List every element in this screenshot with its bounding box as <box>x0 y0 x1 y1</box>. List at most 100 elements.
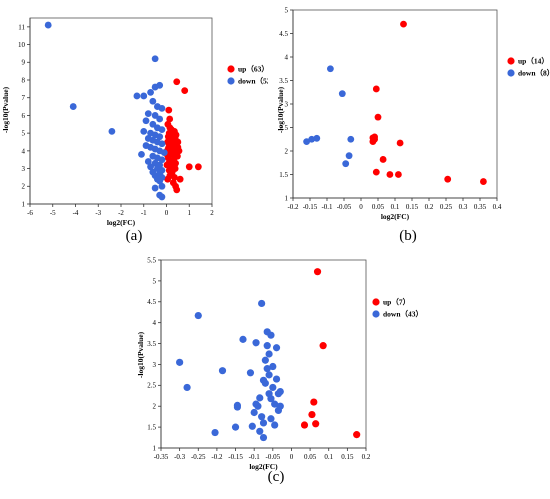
x-tick-label: 0.3 <box>459 203 468 211</box>
y-tick-label: 7 <box>22 94 26 102</box>
data-point <box>386 171 394 178</box>
data-point <box>395 171 402 178</box>
panel-b: -0.2 -0.15 -0.1 -0.05 0 0.05 0.1 0.15 0.2 0.25 0.3… <box>268 0 550 248</box>
data-point <box>308 410 316 419</box>
data-point <box>372 85 380 93</box>
y-tick-label: 4 <box>22 147 26 155</box>
data-point <box>233 403 242 411</box>
data-point <box>158 140 166 148</box>
data-point <box>168 170 175 178</box>
data-point <box>172 159 180 167</box>
x-tick-label: -0.2 <box>211 453 223 461</box>
data-point <box>369 134 377 142</box>
y-axis-title: -log10(Pvalue) <box>276 86 285 133</box>
y-tick-label: 10 <box>18 41 26 49</box>
data-point <box>444 175 452 183</box>
data-point <box>163 161 171 169</box>
data-point <box>313 134 321 142</box>
x-tick-label: 0.35 <box>474 203 487 211</box>
legend-marker <box>372 310 380 318</box>
data-point <box>313 268 322 276</box>
panel-label: (b) <box>399 228 417 244</box>
data-point <box>158 156 166 164</box>
data-point <box>254 402 262 410</box>
x-tick-label: -0.25 <box>191 453 206 461</box>
legend-marker <box>507 57 515 65</box>
data-point <box>144 158 152 165</box>
data-point <box>345 152 353 160</box>
y-tick-label: 2 <box>285 147 289 155</box>
data-point <box>267 415 275 423</box>
y-tick-label: 1.5 <box>147 424 156 432</box>
x-tick-label: 0.2 <box>362 453 371 461</box>
data-point <box>272 375 281 383</box>
data-point <box>164 175 172 183</box>
data-point <box>276 388 284 396</box>
data-point <box>269 362 277 371</box>
y-tick-label: 5.5 <box>147 256 156 264</box>
y-tick-label: 3 <box>285 100 289 108</box>
data-point <box>158 193 166 201</box>
x-tick-label: -2 <box>118 209 124 217</box>
x-tick-label: 0.15 <box>341 453 354 461</box>
legend-label: down（43） <box>383 309 423 319</box>
plot-frame <box>292 9 498 199</box>
data-point <box>250 408 258 417</box>
data-point <box>147 163 154 171</box>
plot-frame <box>29 17 213 205</box>
data-point <box>263 342 271 350</box>
x-tick-label: -3 <box>95 209 101 217</box>
data-point <box>259 433 268 442</box>
y-tick-label: 3.5 <box>147 340 156 348</box>
x-tick-label: 1 <box>188 209 192 217</box>
data-point <box>173 186 181 194</box>
panel-label: (c) <box>268 469 285 485</box>
x-tick-label: 0.4 <box>493 203 502 211</box>
y-tick-label: 1 <box>22 200 26 208</box>
data-point <box>258 413 266 421</box>
y-tick-label: 1 <box>285 194 289 202</box>
legend-marker <box>507 69 515 77</box>
data-point <box>176 358 184 366</box>
data-point <box>261 379 269 387</box>
y-tick-label: 1 <box>153 444 157 452</box>
data-point <box>183 383 191 392</box>
x-tick-label: -1 <box>141 209 147 217</box>
data-point <box>194 163 202 171</box>
data-point <box>276 402 284 410</box>
data-point <box>261 356 269 364</box>
volcano-plot-a: -6 -5 -4 -3 -2 -1 0 1 2 1 2 3 4 5 6 7 8 9 10 11 log2(FC) -log… <box>1 17 278 244</box>
y-tick-label: 1.5 <box>279 171 288 179</box>
data-point <box>173 78 181 86</box>
legend-marker <box>372 298 380 306</box>
data-point <box>158 104 166 112</box>
x-tick-label: 0.25 <box>440 203 453 211</box>
x-tick-label: -4 <box>73 209 79 217</box>
data-point <box>256 427 264 435</box>
x-axis-title: log2(FC) <box>107 218 136 227</box>
data-point <box>263 365 271 373</box>
data-point <box>308 135 316 143</box>
data-point <box>156 177 164 185</box>
data-point <box>185 163 193 171</box>
panel-a: -6 -5 -4 -3 -2 -1 0 1 2 1 2 3 4 5 6 7 8 9 10 11 log2(FC) -log… <box>0 0 278 248</box>
data-point <box>169 140 177 148</box>
data-point <box>44 21 52 29</box>
data-point <box>265 350 273 358</box>
x-tick-label: 0.1 <box>391 203 400 211</box>
data-point <box>218 367 227 375</box>
x-tick-label: -0.3 <box>174 453 186 461</box>
data-point <box>248 422 256 430</box>
x-tick-label: 0.15 <box>406 203 419 211</box>
x-tick-label: 0 <box>165 209 169 217</box>
data-point <box>133 92 141 100</box>
data-point <box>252 339 260 347</box>
legend-marker <box>227 65 235 73</box>
y-axis-title: -log10(Pvalue) <box>1 86 10 133</box>
y-tick-label: 3.5 <box>279 77 288 85</box>
data-point <box>108 127 116 135</box>
y-tick-label: 6 <box>22 112 26 120</box>
data-point <box>170 131 178 139</box>
x-axis-title: log2(FC) <box>381 212 410 221</box>
data-point <box>160 149 168 157</box>
